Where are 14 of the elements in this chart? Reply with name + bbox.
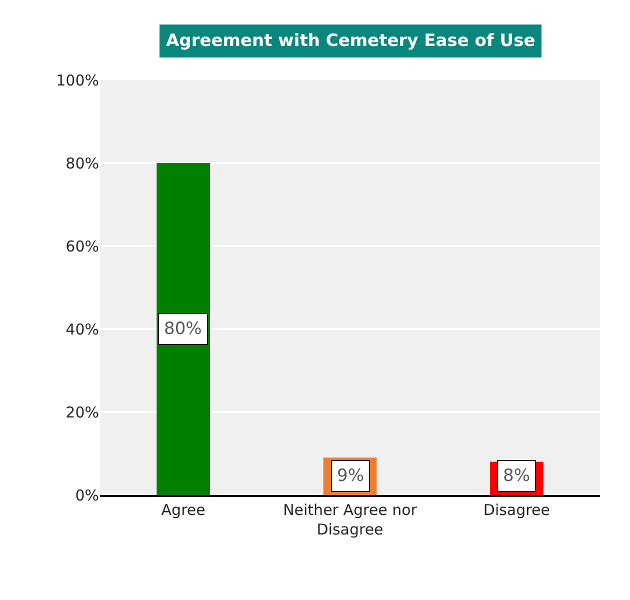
data-label: 9% <box>337 466 364 486</box>
bar <box>156 163 210 495</box>
chart-title: Agreement with Cemetery Ease of Use <box>166 31 536 51</box>
x-tick-label: Agree <box>161 500 206 519</box>
y-tick-label: 40% <box>66 320 99 338</box>
y-tick-label: 0% <box>75 486 99 504</box>
y-tick-label: 60% <box>66 237 99 256</box>
y-tick-label: 80% <box>66 154 99 172</box>
data-label: 80% <box>164 319 202 339</box>
x-tick-label: Disagree <box>483 500 550 519</box>
x-tick-label: Neither Agree nor Disagree <box>283 500 418 538</box>
y-tick-label: 100% <box>56 71 99 90</box>
data-label: 8% <box>503 466 530 486</box>
y-tick-label: 20% <box>66 403 99 422</box>
